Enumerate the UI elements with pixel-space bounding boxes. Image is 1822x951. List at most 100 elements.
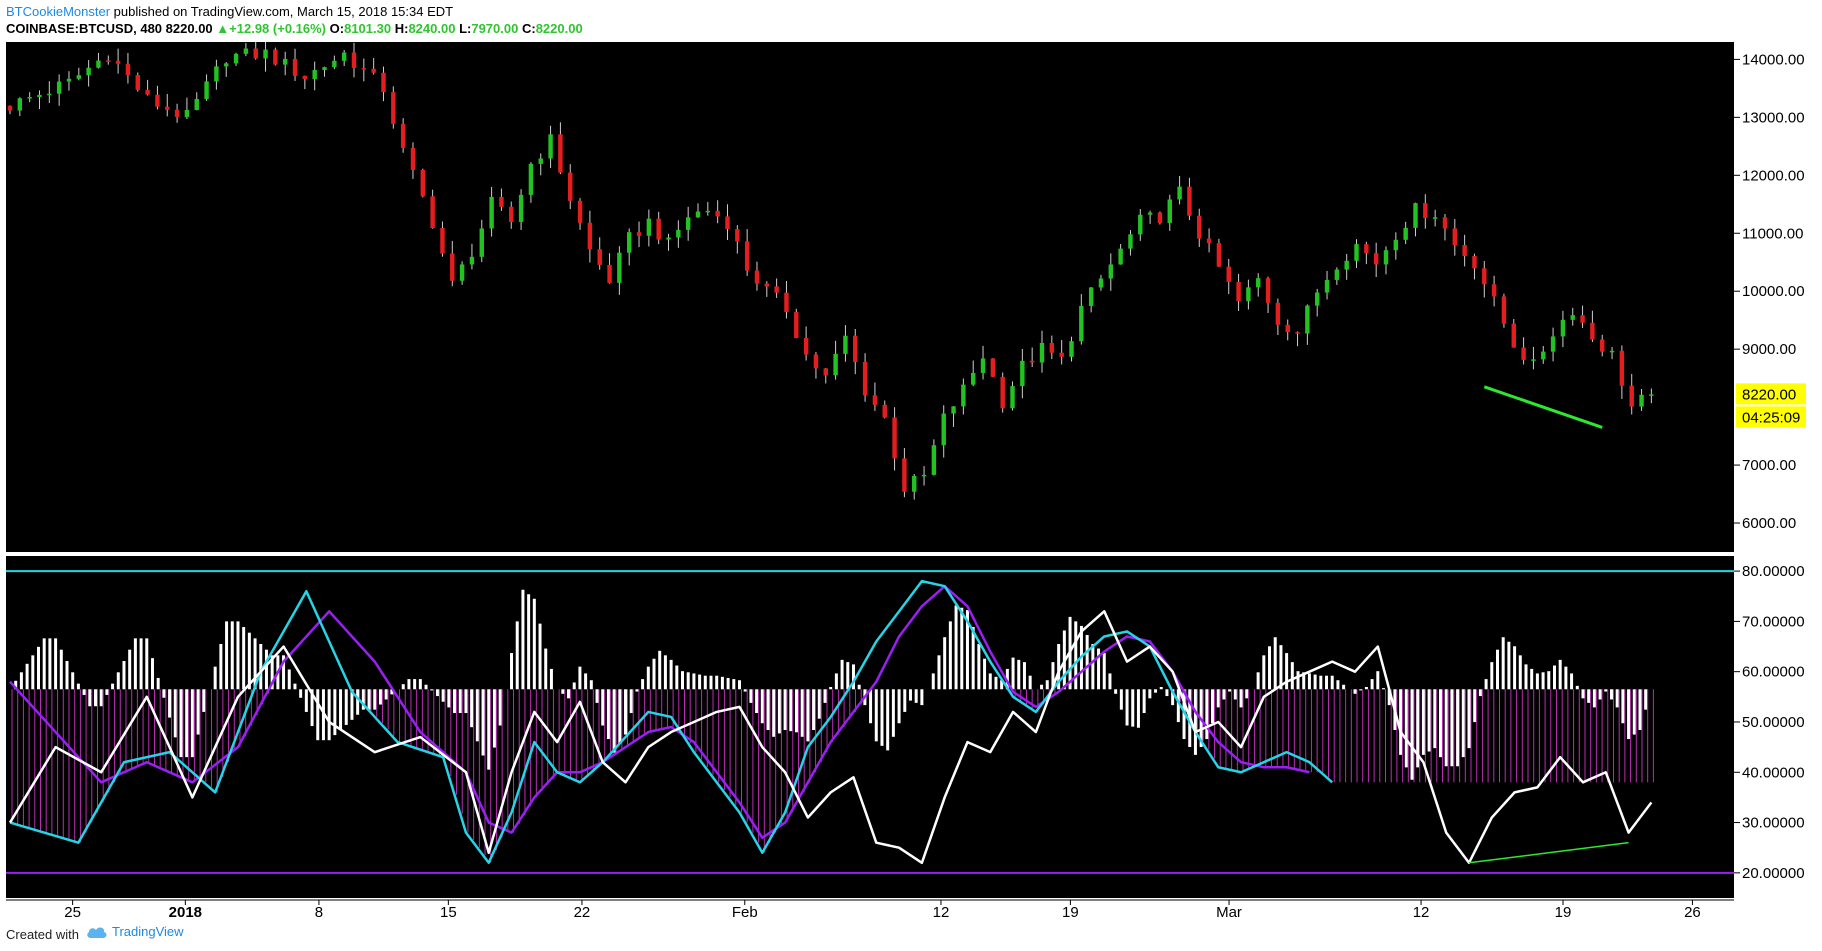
price-axis[interactable]: 14000.00 13000.00 12000.00 11000.00 10000.00…	[1734, 51, 1805, 532]
candle-body	[1236, 281, 1241, 302]
candle-body	[204, 81, 209, 99]
candle-body	[430, 196, 435, 228]
created-with-text: Created with	[6, 927, 79, 942]
candle-body	[1128, 234, 1133, 249]
candle-body	[1275, 302, 1281, 325]
price-tick-label: 14000.00	[1742, 51, 1805, 68]
candle-body	[499, 196, 504, 207]
candle-body	[902, 458, 907, 492]
candle-body	[617, 252, 622, 283]
candle-body	[400, 123, 406, 148]
candle-body	[371, 68, 376, 73]
time-tick-label: Mar	[1216, 904, 1242, 918]
candle-body	[833, 353, 838, 376]
price-tick-label: 13000.00	[1742, 109, 1805, 126]
oscillator-axis[interactable]: 80.00000 70.00000 60.00000 50.00000 40.00000…	[1734, 563, 1805, 882]
candle-body	[843, 335, 848, 354]
candle-body	[882, 404, 887, 418]
candle-body	[1000, 376, 1005, 409]
candle-body	[970, 372, 976, 385]
candle-body	[1501, 296, 1507, 324]
price-pane[interactable]	[6, 42, 1734, 552]
candle-body	[1560, 319, 1566, 337]
candle-body	[351, 52, 357, 69]
candle-body	[174, 109, 180, 117]
oscillator-pane[interactable]	[6, 556, 1734, 898]
candle-body	[1088, 287, 1094, 306]
candle-body	[1383, 250, 1389, 265]
candle-body	[125, 63, 131, 76]
candle-body	[961, 384, 966, 407]
candle-body	[558, 134, 563, 173]
candle-body	[1305, 305, 1310, 334]
candle-body	[685, 217, 691, 230]
candle-body	[361, 68, 367, 70]
candle-body	[754, 270, 760, 284]
candle-body	[145, 89, 150, 95]
candle-body	[1187, 186, 1192, 216]
price-tick-label: 12000.00	[1742, 167, 1805, 184]
candle-body	[1403, 227, 1408, 240]
candle-body	[1334, 269, 1340, 280]
author-link[interactable]: BTCookieMonster	[6, 4, 111, 19]
price-annotations: 8220.00 04:25:09	[1483, 383, 1806, 429]
candle-body	[420, 169, 426, 197]
time-axis[interactable]: 25 2018 8 15 22 Feb 12 19 Mar 12 19 26	[6, 899, 1734, 918]
candle-body	[1265, 278, 1271, 303]
candle-body	[1590, 322, 1595, 340]
candle-body	[381, 72, 386, 93]
candle-body	[27, 97, 32, 99]
candle-body	[459, 264, 465, 281]
time-tick-label: Feb	[732, 904, 758, 918]
candle-body	[47, 93, 52, 96]
candle-body	[518, 194, 524, 222]
candle-body	[263, 49, 268, 59]
candle-body	[784, 292, 789, 313]
candle-body	[1393, 239, 1399, 251]
candle-body	[794, 312, 799, 338]
candle-body	[1246, 287, 1251, 302]
candle-body	[1177, 186, 1182, 200]
candle-body	[1531, 359, 1536, 361]
candle-body	[1256, 278, 1261, 288]
candle-body	[1354, 244, 1359, 261]
candle-body	[577, 200, 583, 223]
candle-body	[341, 52, 347, 61]
candle-body	[1472, 255, 1477, 269]
candle-body	[410, 147, 416, 170]
tradingview-link[interactable]: TradingView	[86, 924, 184, 939]
chart-canvas[interactable]: 14000.00 13000.00 12000.00 11000.00 10000.00…	[0, 42, 1822, 918]
close-label: C:	[521, 21, 536, 36]
candle-body	[292, 58, 298, 76]
candles-layer	[7, 42, 1654, 500]
candle-body	[312, 70, 317, 80]
candle-body	[106, 60, 111, 63]
candle-body	[626, 232, 632, 253]
candle-body	[1541, 351, 1546, 360]
candle-body	[1059, 352, 1064, 357]
candle-body	[450, 253, 455, 281]
candle-body	[302, 75, 308, 80]
symbol-label: COINBASE:BTCUSD, 480	[6, 21, 163, 36]
candle-body	[1138, 214, 1143, 235]
candle-body	[1295, 332, 1300, 334]
candle-body	[1413, 203, 1418, 228]
candle-body	[1482, 268, 1487, 285]
candle-body	[253, 48, 258, 59]
candle-body	[872, 395, 878, 405]
candle-body	[1167, 199, 1172, 223]
candle-body	[165, 106, 170, 110]
price-divergence-line	[1483, 385, 1603, 429]
candle-body	[1039, 342, 1045, 363]
candle-body	[1423, 203, 1428, 219]
candle-body	[912, 475, 917, 492]
candle-body	[1079, 305, 1084, 342]
candle-body	[1550, 336, 1556, 352]
price-tick-label: 7000.00	[1742, 457, 1796, 474]
candle-body	[607, 264, 612, 283]
candle-body	[695, 211, 701, 218]
candle-body	[17, 98, 23, 111]
candle-body	[282, 58, 288, 65]
candle-body	[656, 218, 661, 240]
price-tick-label: 11000.00	[1742, 225, 1803, 242]
